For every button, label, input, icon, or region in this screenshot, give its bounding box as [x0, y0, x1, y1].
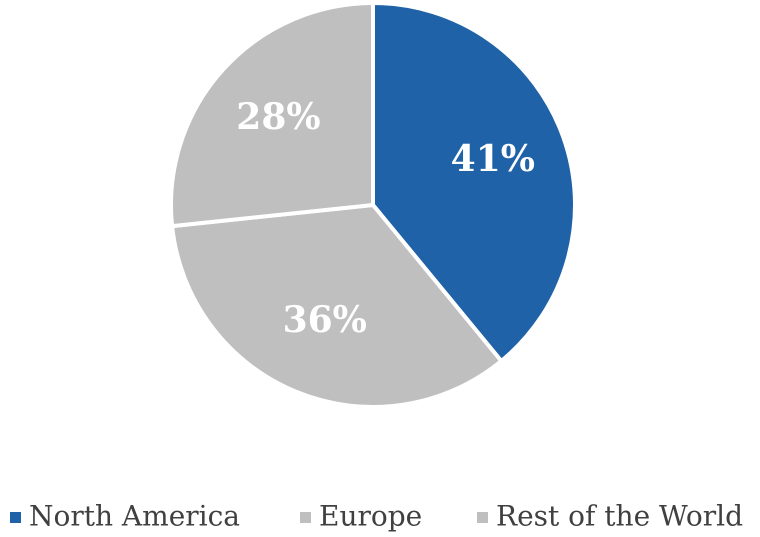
- value-label: 41%: [451, 138, 535, 180]
- legend-label: Rest of the World: [496, 500, 743, 533]
- pie-slice: [371, 0, 577, 364]
- pie-slice: [169, 0, 375, 229]
- value-label: 36%: [283, 299, 367, 341]
- legend-swatch: [300, 512, 311, 523]
- pie-slice: [169, 202, 505, 409]
- value-label: 28%: [236, 96, 320, 138]
- legend-swatch: [477, 512, 488, 523]
- legend-label: Europe: [319, 500, 422, 533]
- legend-label: North America: [29, 500, 240, 533]
- legend-swatch: [10, 512, 21, 523]
